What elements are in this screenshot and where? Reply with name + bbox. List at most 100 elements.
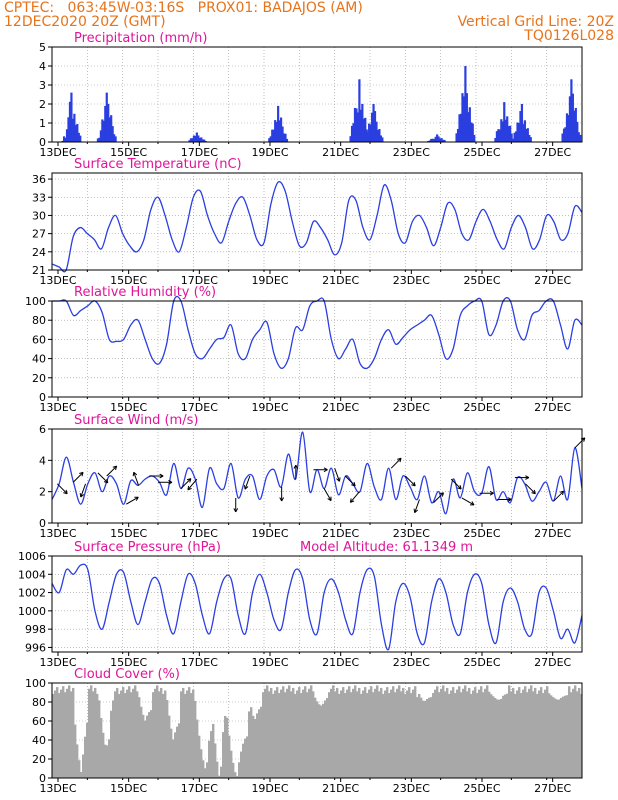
x-tick-label: 25DEC — [463, 274, 500, 287]
cloud-bar — [154, 688, 157, 778]
cloud-bar — [116, 687, 119, 778]
wind-vector — [56, 483, 68, 495]
cloud-bar — [538, 690, 541, 778]
cloud-bar — [568, 686, 571, 778]
cloud-bar — [204, 768, 207, 778]
precip-bar — [495, 131, 499, 142]
cloud-title: Cloud Cover (%) — [74, 667, 180, 682]
cloud-bar — [370, 686, 373, 778]
wind-vector — [553, 490, 565, 502]
cloud-bar — [84, 736, 87, 778]
cloud-bar — [200, 749, 203, 778]
precip-bar — [520, 104, 524, 142]
cloud-bar — [464, 685, 467, 778]
precip-bar — [369, 124, 372, 142]
wind-vector-head — [323, 467, 328, 473]
y-tick-label: 60 — [32, 715, 46, 728]
precip-bar — [353, 107, 357, 142]
cloud-bar — [160, 687, 163, 778]
precip-bar — [500, 119, 503, 142]
x-tick-label: 17DEC — [181, 274, 218, 287]
cloud-bar — [220, 766, 223, 778]
cloud-bar — [462, 688, 465, 778]
cloud-bar — [410, 693, 413, 778]
wind-vector — [180, 478, 192, 489]
cloud-bar — [228, 735, 231, 778]
cloud-bar — [530, 685, 533, 778]
precip-bar — [62, 136, 66, 142]
y-tick-label: 1006 — [18, 550, 46, 563]
precip-bar — [381, 137, 384, 142]
cloud-bar — [298, 687, 301, 778]
precip-bar — [352, 123, 355, 142]
cloud-bar — [524, 686, 527, 778]
precip-bar — [191, 138, 194, 142]
precip-bar — [356, 112, 360, 142]
cloud-bar — [446, 687, 449, 778]
y-tick-label: 1 — [39, 117, 46, 130]
cloud-bar — [130, 692, 133, 778]
x-tick-label: 23DEC — [393, 527, 430, 540]
cloud-bar — [328, 692, 331, 778]
cloud-bar — [292, 687, 295, 778]
cloud-bar — [232, 762, 235, 778]
cloud-bar — [404, 693, 407, 778]
wind-vector — [125, 496, 139, 505]
precip-bar — [114, 136, 117, 142]
cloud-bar — [380, 687, 383, 778]
precip-bar — [113, 134, 116, 142]
precip-bar — [526, 128, 529, 142]
cloud-bar — [540, 687, 543, 778]
cloud-bar — [120, 690, 123, 778]
wind-vector — [243, 475, 251, 490]
cloud-bar — [62, 686, 65, 778]
cloud-bar — [496, 699, 499, 778]
cloud-bar — [444, 691, 447, 778]
cloud-bar — [210, 731, 213, 778]
wind-vector-head — [327, 496, 332, 502]
precip-bar — [275, 121, 278, 142]
cloud-bar — [450, 690, 453, 778]
cloud-bar — [548, 693, 551, 778]
cloud-bar — [396, 688, 399, 778]
precip-bar — [108, 117, 111, 142]
cloud-bar — [252, 715, 255, 778]
cloud-bar — [126, 689, 129, 778]
wind-vector — [479, 490, 494, 496]
precip-bar — [522, 124, 525, 142]
precip-bar — [497, 129, 500, 142]
cloud-bar — [294, 693, 297, 778]
wind-vector-head — [559, 490, 565, 496]
x-tick-label: 13DEC — [39, 146, 76, 159]
cloud-bar — [280, 689, 283, 778]
cloud-bar — [468, 687, 471, 778]
precip-bar — [281, 126, 284, 142]
cloud-bar — [376, 685, 379, 778]
cloud-bar — [236, 775, 239, 778]
y-tick-label: 0 — [39, 136, 46, 149]
cloud-bar — [68, 685, 71, 778]
x-tick-label: 27DEC — [534, 527, 571, 540]
wind-vector-shaft — [125, 496, 139, 505]
cloud-bar — [562, 696, 565, 778]
x-tick-label: 17DEC — [181, 146, 218, 159]
wind-frame — [51, 428, 583, 524]
x-tick-label: 23DEC — [393, 274, 430, 287]
precip-bar — [64, 137, 67, 142]
cloud-bar — [118, 693, 121, 778]
precip-bar — [194, 135, 197, 142]
cloud-bar — [184, 693, 187, 778]
precip-bar — [567, 115, 570, 142]
x-tick-label: 21DEC — [322, 527, 359, 540]
cloud-bar — [82, 754, 85, 778]
cloud-bar — [330, 688, 333, 778]
cloud-bar — [162, 693, 165, 778]
cloud-bar — [354, 685, 357, 778]
precip-bar — [282, 133, 286, 142]
cloud-bar — [276, 687, 279, 778]
precip-bar — [362, 118, 365, 142]
cloud-bar — [142, 714, 145, 778]
cloud-bar — [542, 693, 545, 778]
cloud-bar — [332, 685, 335, 778]
y-tick-label: 5 — [39, 41, 46, 54]
